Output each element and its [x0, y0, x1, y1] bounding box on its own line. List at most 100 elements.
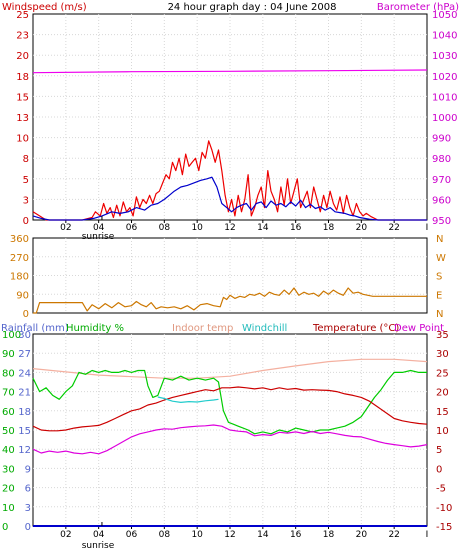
time-tick-label: 14 — [257, 223, 269, 233]
chart-title: 24 hour graph day : 04 June 2008 — [168, 2, 337, 13]
series-windchill — [157, 396, 219, 403]
direction-compass-tick: S — [436, 272, 442, 283]
rainfall-tick-label: 15 — [18, 426, 31, 437]
rainfall-tick-label: 12 — [18, 445, 31, 456]
windspeed-tick-label: 10 — [16, 134, 29, 145]
barometer-tick-label: 1010 — [432, 92, 457, 103]
humidity-tick-label: 60 — [2, 407, 15, 418]
direction-degree-tick: 270 — [10, 253, 29, 264]
series-average — [32, 176, 427, 221]
rainfall-tick-label: 9 — [25, 464, 31, 475]
rainfall-tick-label: 18 — [18, 407, 31, 418]
windspeed-tick-label: 18 — [16, 72, 29, 83]
direction-degree-tick: 0 — [23, 309, 29, 320]
windspeed-tick-label: 23 — [16, 31, 29, 42]
time-tick-label: 12 — [224, 530, 235, 540]
time-tick-label: 18 — [323, 223, 335, 233]
barometer-tick-label: 1050 — [432, 10, 457, 21]
time-tick-label: 22 — [388, 530, 399, 540]
barometer-axis-label: Barometer (hPa) — [377, 2, 459, 13]
windspeed-tick-label: 5 — [23, 175, 29, 186]
barometer-tick-label: 1040 — [432, 31, 457, 42]
rainfall-tick-label: 21 — [18, 388, 31, 399]
humidity-tick-label: 0 — [2, 522, 8, 533]
time-tick-label: 04 — [93, 223, 105, 233]
barometer-tick-label: 970 — [432, 175, 451, 186]
barometer-tick-label: 1000 — [432, 113, 457, 124]
time-tick-label: 22 — [388, 223, 399, 233]
time-tick-label: 06 — [126, 223, 138, 233]
rainfall-tick-label: 30 — [18, 330, 31, 341]
temperature-tick-label: 30 — [436, 349, 449, 360]
time-tick-label: 20 — [356, 223, 368, 233]
windspeed-tick-label: 3 — [23, 195, 29, 206]
windspeed-tick-label: 13 — [16, 113, 29, 124]
sunrise-label-top: sunrise — [82, 232, 115, 242]
humidity-tick-label: 30 — [2, 464, 15, 475]
time-tick-label: 16 — [290, 223, 302, 233]
windspeed-tick-label: 15 — [16, 92, 29, 103]
time-tick-label: 16 — [290, 530, 302, 540]
temperature-tick-label: 35 — [436, 330, 449, 341]
barometer-tick-label: 950 — [432, 216, 451, 227]
series-humidity — [32, 369, 427, 435]
time-tick-label: 02 — [60, 530, 71, 540]
time-tick-label: 18 — [323, 530, 335, 540]
sunrise-label-bottom: sunrise — [82, 541, 115, 551]
time-tick-label: 10 — [191, 223, 203, 233]
direction-compass-tick: N — [436, 234, 443, 245]
temperature-tick-label: 5 — [436, 445, 442, 456]
rainfall-tick-label: 0 — [25, 522, 31, 533]
direction-compass-tick: W — [436, 253, 446, 264]
windspeed-axis-label: Windspeed (m/s) — [2, 2, 87, 13]
time-tick-label: 20 — [356, 530, 368, 540]
series-temperature — [32, 386, 428, 432]
barometer-tick-label: 960 — [432, 195, 451, 206]
legend-dew-point: Dew Point — [394, 323, 444, 334]
windspeed-tick-label: 8 — [23, 154, 29, 165]
temperature-tick-label: -5 — [436, 484, 446, 495]
series-barometer — [32, 69, 428, 74]
humidity-tick-label: 70 — [2, 388, 15, 399]
humidity-tick-label: 50 — [2, 426, 15, 437]
series-indoor_temp — [32, 358, 428, 379]
temperature-tick-label: 10 — [436, 426, 449, 437]
humidity-tick-label: 20 — [2, 484, 15, 495]
temperature-tick-label: 20 — [436, 388, 449, 399]
windspeed-tick-label: 0 — [23, 216, 29, 227]
humidity-tick-label: 100 — [2, 330, 21, 341]
legend-rainfall: Rainfall (mm) — [1, 323, 69, 334]
humidity-tick-label: 80 — [2, 368, 15, 379]
humidity-tick-label: 90 — [2, 349, 15, 360]
barometer-tick-label: 1030 — [432, 51, 457, 62]
time-tick-label: 02 — [60, 223, 71, 233]
legend-windchill: Windchill — [242, 323, 287, 334]
temperature-tick-label: -15 — [436, 522, 452, 533]
windspeed-tick-label: 25 — [16, 10, 29, 21]
temperature-tick-label: 15 — [436, 407, 449, 418]
time-tick-label: 08 — [159, 223, 171, 233]
legend-indoor-temp: Indoor temp — [172, 323, 233, 334]
series-direction — [33, 287, 427, 314]
rainfall-tick-label: 27 — [18, 349, 31, 360]
barometer-tick-label: 990 — [432, 134, 451, 145]
direction-compass-tick: E — [436, 290, 442, 301]
rainfall-tick-label: 3 — [25, 503, 31, 514]
direction-compass-tick: N — [436, 309, 443, 320]
humidity-tick-label: 10 — [2, 503, 15, 514]
rainfall-tick-label: 24 — [18, 368, 31, 379]
humidity-tick-label: 40 — [2, 445, 15, 456]
rainfall-tick-label: 6 — [25, 484, 31, 495]
direction-degree-tick: 360 — [10, 234, 29, 245]
time-tick-label: 06 — [126, 530, 138, 540]
time-tick-label: 08 — [159, 530, 171, 540]
time-tick-label: 04 — [93, 530, 105, 540]
legend-humidity: Humidity % — [66, 323, 124, 334]
time-tick-label-end: I — [426, 223, 429, 233]
series-dew_point — [32, 424, 428, 455]
barometer-tick-label: 980 — [432, 154, 451, 165]
time-tick-label-end: I — [426, 530, 429, 540]
legend-temperature: Temperature (°C) — [312, 323, 399, 334]
windspeed-tick-label: 20 — [16, 51, 29, 62]
